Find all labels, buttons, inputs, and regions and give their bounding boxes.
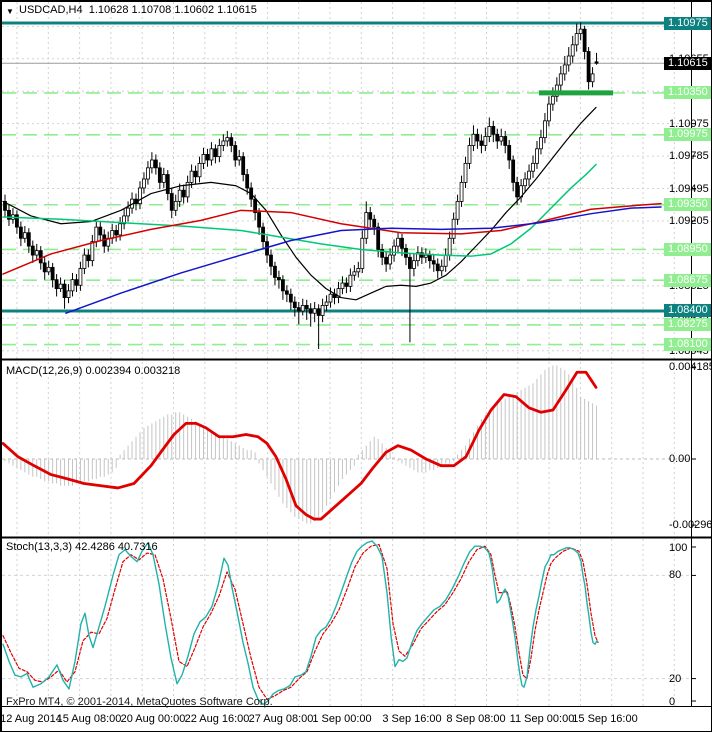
stoch-indicator-label: Stoch(13,3,3) 42.4286 40.7316: [6, 541, 158, 553]
time-axis-label: 12 Aug 2014: [0, 713, 62, 725]
stoch-scale-label: 0: [669, 696, 676, 708]
macd-scale-label: 0.004185: [669, 361, 712, 373]
time-axis-label: 27 Aug 08:00: [248, 713, 314, 725]
green-level-price-box: 1.09975: [664, 128, 711, 142]
ma-red: [2, 202, 662, 275]
ma-blue: [65, 206, 662, 314]
green-level-price-box: 1.10350: [664, 86, 711, 100]
time-axis-label: 3 Sep 16:00: [382, 713, 442, 725]
chart-title: USDCAD,H4 1.10628 1.10708 1.10602 1.1061…: [19, 4, 257, 17]
green-level-price-box: 1.08275: [664, 318, 711, 332]
macd-histogram: [4, 365, 598, 524]
time-axis-label: 22 Aug 16:00: [184, 713, 250, 725]
time-axis-label: 15 Sep 16:00: [572, 713, 638, 725]
price-scale-label: 1.09495: [669, 182, 709, 195]
green-level-price-box: 1.08950: [664, 242, 711, 256]
chart-title-ohlc: 1.10628 1.10708 1.10602 1.10615: [88, 4, 257, 16]
chart-symbol-dropdown-icon[interactable]: ▼: [6, 7, 14, 16]
price-scale-label: 1.10075: [669, 117, 709, 130]
ma-black: [2, 106, 597, 301]
current-price-box: 1.10615: [664, 56, 711, 70]
teal-level-price-box: 1.08400: [664, 304, 711, 318]
stoch-d-line: [2, 543, 599, 700]
macd-scale-label: -0.002969: [669, 519, 712, 532]
time-axis-label: 20 Aug 00:00: [120, 713, 186, 725]
time-axis-label: 11 Sep 00:00: [509, 713, 575, 725]
macd-signal-line: [1, 370, 598, 521]
price-scale-label: 1.09785: [669, 150, 709, 163]
stoch-k-line: [2, 540, 598, 706]
macd-scale-label: 0.00: [669, 453, 691, 465]
copyright-text: FxPro MT4, © 2001-2014, MetaQuotes Softw…: [6, 696, 273, 708]
macd-indicator-label: MACD(12,26,9) 0.002394 0.003218: [6, 365, 181, 377]
stoch-scale-label: 100: [669, 542, 688, 554]
green-level-price-box: 1.09350: [664, 198, 711, 212]
time-axis-label: 15 Aug 08:00: [56, 713, 122, 725]
green-level-price-box: 1.08100: [664, 338, 711, 352]
time-axis-label: 8 Sep 08:00: [446, 713, 506, 725]
stoch-scale-label: 20: [669, 672, 682, 685]
stoch-scale-label: 80: [669, 569, 682, 582]
chart-title-symbol: USDCAD,H4: [19, 4, 83, 16]
time-axis-label: 1 Sep 00:00: [312, 713, 372, 725]
candlestick-series: [3, 22, 599, 350]
teal-level-price-box: 1.10975: [664, 16, 711, 30]
green-level-price-box: 1.08675: [664, 273, 711, 287]
price-scale-label: 1.09205: [669, 214, 709, 227]
